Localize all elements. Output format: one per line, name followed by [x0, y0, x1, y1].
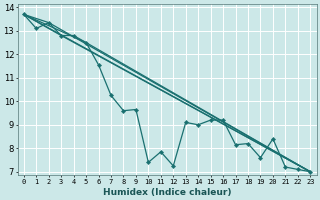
- X-axis label: Humidex (Indice chaleur): Humidex (Indice chaleur): [103, 188, 231, 197]
